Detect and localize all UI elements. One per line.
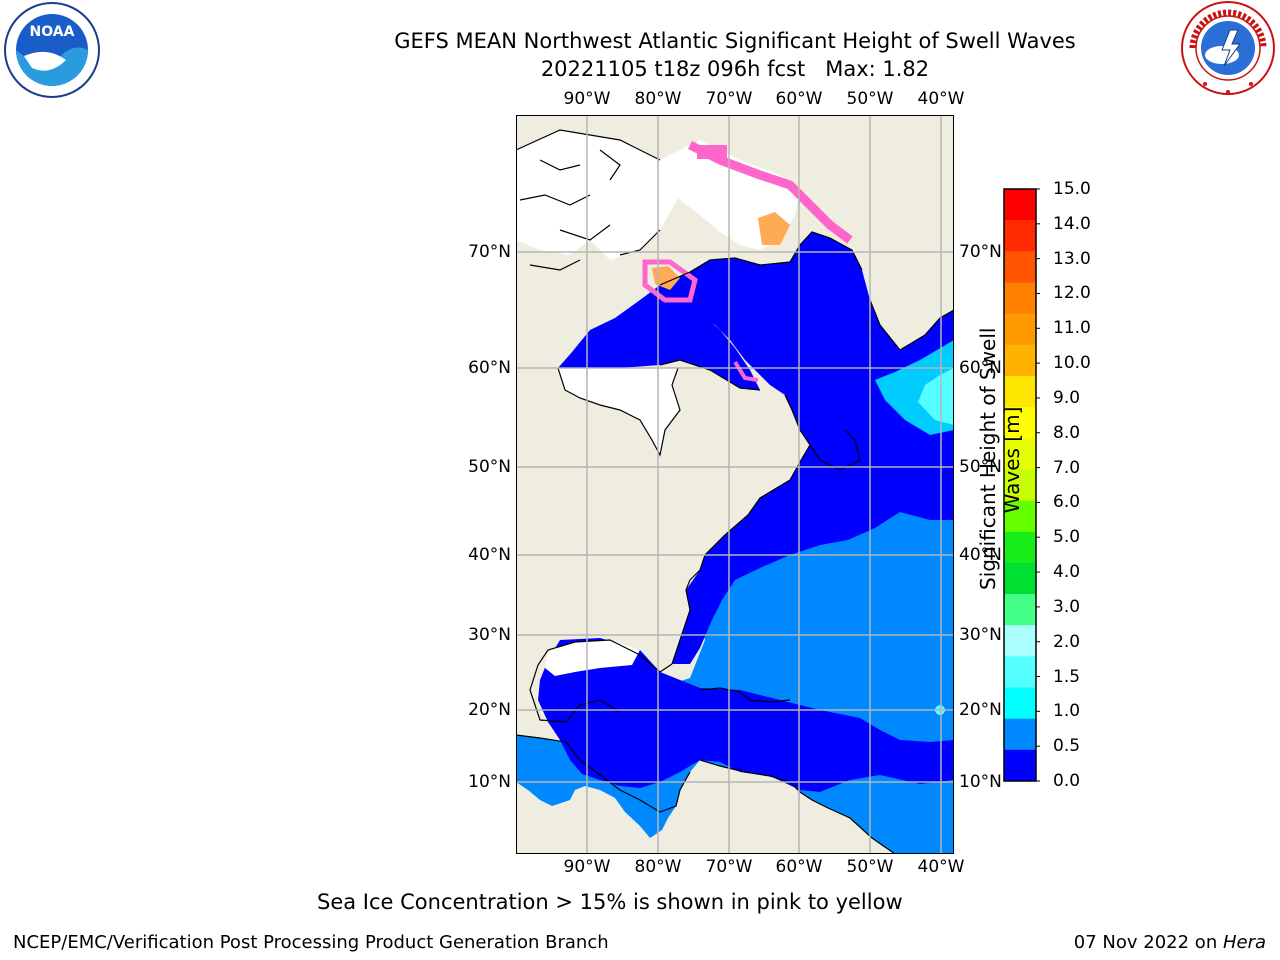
colorbar [1003,188,1040,782]
coastlines [516,129,954,854]
lon-label-bottom-40w: 40°W [917,857,965,877]
gulf-no-data-area [545,640,640,676]
lon-label-bottom-70w: 70°W [705,857,753,877]
lat-label-left-10n: 10°N [468,772,511,792]
lat-label-right-50n: 50°N [959,457,1002,477]
colorbar-swatch [1004,625,1036,657]
colorbar-swatch [1004,749,1036,782]
colorbar-tick-label: 12.0 [1053,283,1091,304]
sea-ice-hudson-edge [642,259,698,303]
swell-map [516,115,954,854]
colorbar-tick-label: 15.0 [1053,179,1091,199]
hudson-bay-water [558,285,760,390]
colorbar-swatch [1004,469,1036,502]
noaa-logo: NOAA [4,2,100,98]
colorbar-swatch [1004,189,1036,221]
lat-label-left-50n: 50°N [468,457,511,477]
colorbar-swatch [1004,594,1036,626]
sea-ice-caption: Sea Ice Concentration > 15% is shown in … [317,890,903,914]
lat-label-right-60n: 60°N [959,358,1002,378]
sea-ice-hudson-orange [652,266,680,290]
colorbar-tick-label: 8.0 [1053,422,1081,443]
lat-label-right-40n: 40°N [959,545,1002,565]
colorbar-tick-label: 7.0 [1053,457,1081,478]
ocean-swell-0-0.5m-north [660,232,954,664]
lon-label-top-80w: 80°W [634,89,682,109]
lon-label-bottom-60w: 60°W [775,857,823,877]
lon-label-bottom-90w: 90°W [563,857,611,877]
nws-logo [1181,1,1275,95]
sea-ice-baffin-patch [697,145,727,159]
colorbar-tick-label: 6.0 [1053,492,1081,513]
sea-ice-pink-band [687,140,853,244]
title-line-1: GEFS MEAN Northwest Atlantic Significant… [394,29,1076,53]
colorbar-tick-label: 10.0 [1053,353,1091,374]
colorbar-label: Significant Height of Swell Waves [m] [976,327,1024,590]
colorbar-tick-label: 14.0 [1053,213,1091,234]
colorbar-swatch [1004,407,1036,439]
colorbar-tick-label: 13.0 [1053,248,1091,269]
colorbar-tick-label: 11.0 [1053,318,1091,339]
lon-label-top-50w: 50°W [846,89,894,109]
colorbar-tick-label: 9.0 [1053,387,1081,408]
colorbar-tick-label: 4.0 [1053,562,1081,583]
colorbar-tick-label: 0.5 [1053,736,1081,757]
colorbar-frame [1003,188,1037,782]
colorbar-swatch [1004,313,1036,346]
colorbar-tick-label: 1.0 [1053,701,1081,722]
lat-label-left-20n: 20°N [468,700,511,720]
lon-label-top-90w: 90°W [563,89,611,109]
lat-label-right-10n: 10°N [959,772,1002,792]
lat-label-left-60n: 60°N [468,358,511,378]
lon-label-bottom-50w: 50°W [846,857,894,877]
lon-label-top-70w: 70°W [705,89,753,109]
chart-title: GEFS MEAN Northwest Atlantic Significant… [0,27,1280,83]
sea-ice-orange-patch [758,212,790,245]
footer-date-text: 07 Nov 2022 on [1073,932,1223,953]
lat-label-left-30n: 30°N [468,625,511,645]
footer-host: Hera [1222,932,1266,953]
noaa-logo-text: NOAA [30,24,75,40]
colorbar-swatch [1004,656,1036,689]
colorbar-swatch [1004,562,1036,595]
colorbar-tick-label: 3.0 [1053,596,1081,617]
colorbar-swatch [1004,282,1036,315]
colorbar-swatch [1004,718,1036,751]
footer-branch: NCEP/EMC/Verification Post Processing Pr… [13,932,609,953]
colorbar-swatch [1004,220,1036,252]
colorbar-tick-label: 0.0 [1053,771,1081,791]
lon-label-top-40w: 40°W [917,89,965,109]
colorbar-swatch [1004,251,1036,283]
colorbar-swatch [1004,344,1036,377]
lat-label-left-40n: 40°N [468,545,511,565]
colorbar-swatch [1004,500,1036,533]
arctic-channels [516,130,680,260]
colorbar-swatch [1004,438,1036,470]
title-line-2: 20221105 t18z 096h fcst Max: 1.82 [540,57,930,81]
ocean-swell-0-0.5m-caribbean [538,638,954,792]
colorbar-swatch [1004,531,1036,564]
colorbar-swatch [1004,375,1036,408]
colorbar-tick-label: 1.5 [1053,666,1081,687]
lon-label-top-60w: 60°W [775,89,823,109]
colorbar-label-line-2: Waves [m] [1000,406,1024,514]
colorbar-tick-label: 5.0 [1053,527,1081,548]
footer-date: 07 Nov 2022 on Hera [1074,932,1266,953]
labrador-no-data-area [558,368,680,455]
graticule [516,115,954,854]
colorbar-swatch [1004,687,1036,720]
ocean-swell-1.5-2.0m [918,368,954,425]
lon-label-bottom-80w: 80°W [634,857,682,877]
lat-label-right-30n: 30°N [959,625,1002,645]
lat-label-right-70n: 70°N [959,242,1002,262]
lat-label-right-20n: 20°N [959,700,1002,720]
colorbar-tick-label: 2.0 [1053,631,1081,652]
colorbar-label-line-1: Significant Height of Swell [976,327,1000,590]
lat-label-left-70n: 70°N [468,242,511,262]
